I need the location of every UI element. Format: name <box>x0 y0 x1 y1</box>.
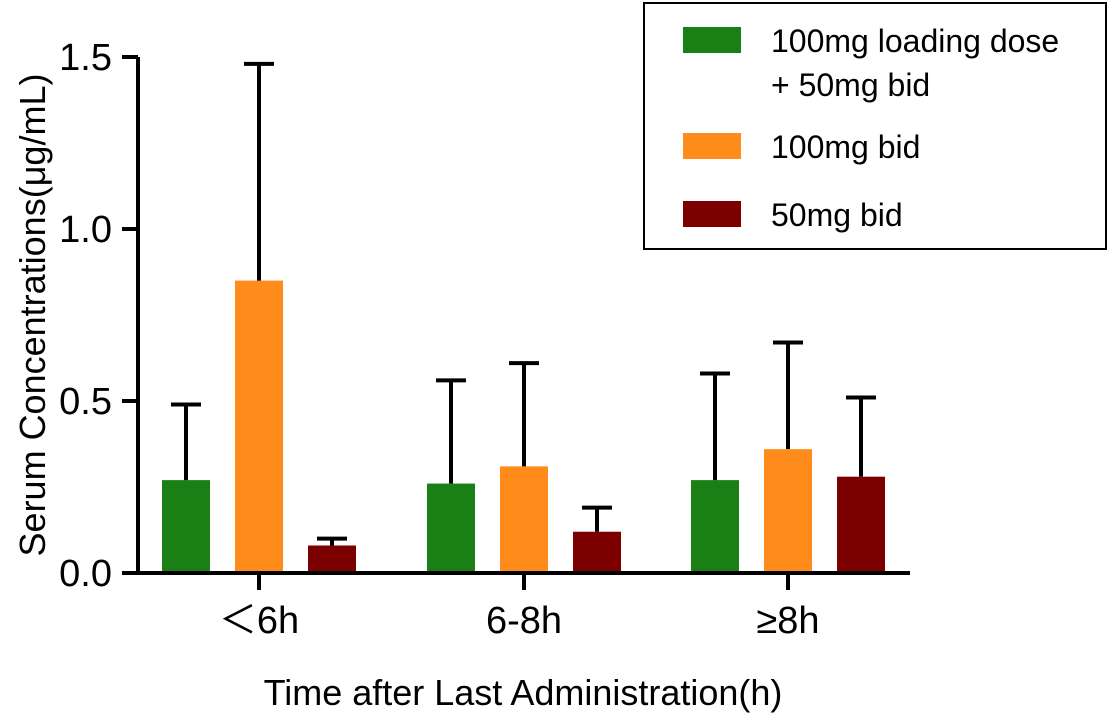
bar-100mg-loading-dose-50mg-bid-8h <box>691 480 739 573</box>
legend-swatch-100mg-loading-dose-50mg-bid <box>683 27 741 53</box>
x-tick-label: 6-8h <box>486 600 562 642</box>
y-axis-title: Serum Concentrations(μg/mL) <box>12 74 53 557</box>
legend-swatch-100mg-bid <box>683 133 741 159</box>
legend-label: 100mg loading dose <box>771 23 1059 59</box>
x-tick-label: ≥8h <box>756 600 819 642</box>
bar-100mg-bid-6-8h <box>500 466 548 573</box>
bars-layer <box>162 280 885 573</box>
y-tick-label: 1.5 <box>59 37 112 79</box>
y-ticks-layer: 0.0 0.5 1.0 1.5 <box>59 37 138 595</box>
bar-100mg-bid-6h <box>235 280 283 573</box>
y-tick-label: 0.5 <box>59 381 112 423</box>
error-bars-layer <box>171 61 876 546</box>
bar-100mg-bid-8h <box>764 449 812 573</box>
legend: 100mg loading dose + 50mg bid 100mg bid 50m… <box>643 2 1107 250</box>
legend-items: 100mg loading dose + 50mg bid 100mg bid 50m… <box>683 23 1059 233</box>
y-tick-label: 1.0 <box>59 209 112 251</box>
legend-swatch-50mg-bid <box>683 201 741 227</box>
legend-label: + 50mg bid <box>771 67 930 103</box>
legend-label: 50mg bid <box>771 197 903 233</box>
bar-100mg-loading-dose-50mg-bid-6h <box>162 480 210 573</box>
legend-label: 100mg bid <box>771 129 920 165</box>
x-axis-title: Time after Last Administration(h) <box>264 672 783 713</box>
x-ticks-layer: ＜6h 6-8h ≥8h <box>219 573 820 642</box>
bar-100mg-loading-dose-50mg-bid-6-8h <box>427 483 475 573</box>
bar-50mg-bid-6h <box>308 545 356 573</box>
bar-50mg-bid-8h <box>837 476 885 573</box>
bar-50mg-bid-6-8h <box>573 531 621 573</box>
x-tick-label: ＜6h <box>219 600 299 642</box>
y-tick-label: 0.0 <box>59 553 112 595</box>
